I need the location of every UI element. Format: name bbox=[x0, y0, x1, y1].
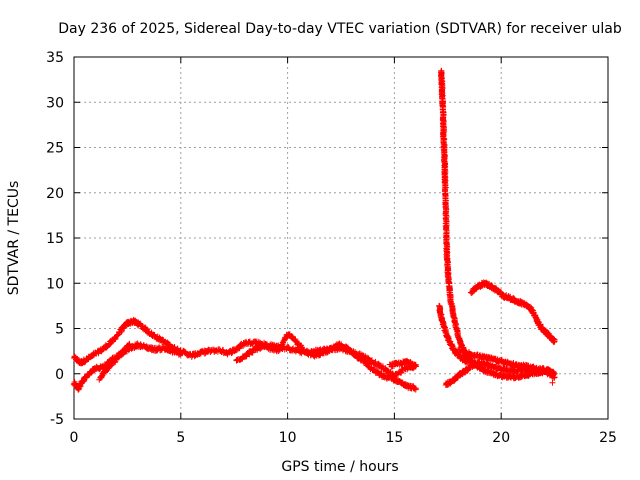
y-axis-ticks: -5 0 5 10 15 20 25 30 35 bbox=[46, 50, 608, 428]
y-axis-label: SDTVAR / TECUs bbox=[6, 181, 22, 296]
y-tick-label: 35 bbox=[46, 50, 64, 66]
data-point bbox=[465, 357, 472, 364]
x-axis-ticks: 0 5 10 15 20 25 bbox=[70, 57, 617, 446]
y-tick-label: 20 bbox=[46, 186, 64, 202]
data-point bbox=[176, 351, 183, 358]
y-tick-label: 5 bbox=[55, 322, 64, 338]
x-tick-label: 5 bbox=[176, 430, 185, 446]
chart-title: Day 236 of 2025, Sidereal Day-to-day VTE… bbox=[58, 21, 622, 37]
y-tick-label: 15 bbox=[46, 231, 64, 247]
data-point bbox=[352, 351, 359, 358]
data-point bbox=[550, 374, 557, 381]
data-point bbox=[249, 349, 256, 356]
y-tick-label: 25 bbox=[46, 141, 64, 157]
y-tick-label: -5 bbox=[50, 412, 64, 428]
x-axis-label: GPS time / hours bbox=[281, 459, 398, 475]
x-tick-label: 20 bbox=[492, 430, 510, 446]
data-point bbox=[126, 340, 133, 347]
data-point bbox=[549, 379, 556, 386]
data-points bbox=[70, 67, 558, 393]
x-tick-label: 0 bbox=[70, 430, 79, 446]
y-tick-label: 0 bbox=[55, 367, 64, 383]
data-point bbox=[551, 338, 558, 345]
y-tick-label: 10 bbox=[46, 276, 64, 292]
data-point bbox=[466, 358, 473, 365]
data-point bbox=[292, 338, 299, 345]
x-tick-label: 15 bbox=[385, 430, 403, 446]
x-tick-label: 10 bbox=[279, 430, 297, 446]
data-point bbox=[540, 366, 547, 373]
data-point bbox=[177, 350, 184, 357]
data-point bbox=[412, 385, 419, 392]
x-tick-label: 25 bbox=[599, 430, 617, 446]
data-point bbox=[412, 361, 419, 368]
y-tick-label: 30 bbox=[46, 95, 64, 111]
data-point bbox=[551, 374, 558, 381]
data-point bbox=[165, 341, 172, 348]
